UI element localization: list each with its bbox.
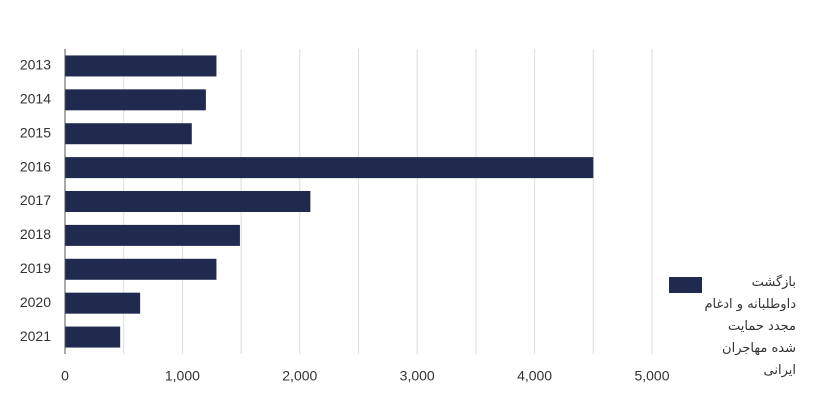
y-tick-label: 2018 — [20, 226, 51, 242]
y-tick-label: 2021 — [20, 328, 51, 344]
x-tick-label: 4,000 — [517, 368, 552, 384]
bar — [65, 89, 206, 111]
y-tick-label: 2013 — [20, 57, 51, 73]
bar — [65, 258, 217, 280]
x-tick-label: 1,000 — [165, 368, 200, 384]
y-tick-label: 2015 — [20, 124, 51, 140]
x-tick-label: 3,000 — [400, 368, 435, 384]
y-tick-label: 2020 — [20, 294, 51, 310]
y-tick-label: 2019 — [20, 260, 51, 276]
bar — [65, 123, 192, 145]
x-tick-label: 2,000 — [282, 368, 317, 384]
bar — [65, 191, 311, 212]
y-tick-label: 2017 — [20, 192, 51, 208]
legend-swatch — [669, 277, 702, 293]
bar — [65, 292, 141, 314]
bar — [65, 55, 217, 77]
bar — [65, 326, 121, 348]
bar — [65, 224, 240, 246]
bar — [65, 157, 594, 179]
x-tick-label: 0 — [61, 368, 69, 384]
y-tick-label: 2016 — [20, 158, 51, 174]
x-tick-label: 5,000 — [634, 368, 669, 384]
y-tick-label: 2014 — [20, 91, 51, 107]
legend-label: بازگشت داوطلبانه و ادغام مجدد حمایت شده … — [704, 275, 796, 378]
